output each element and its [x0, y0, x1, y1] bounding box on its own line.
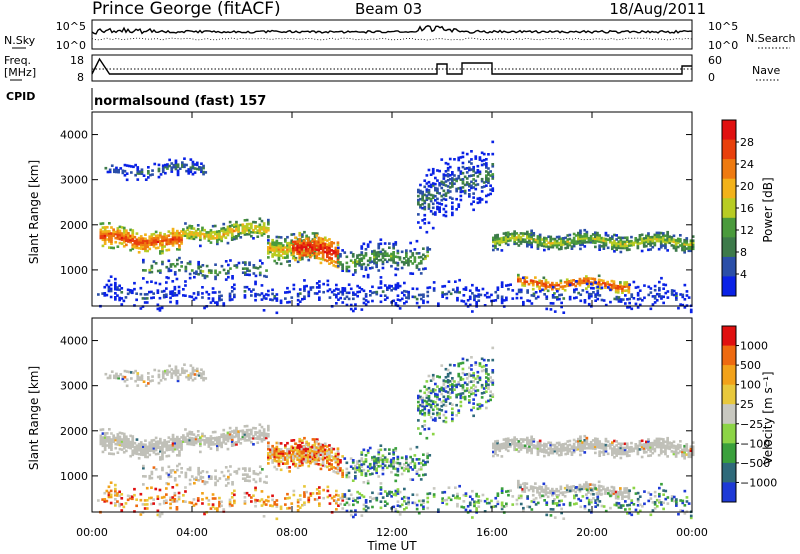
colorbar-swatch — [722, 443, 736, 464]
x-tick-label: 20:00 — [576, 526, 608, 539]
power-colorbar: 28 24 20 16 12 8 4 — [721, 119, 754, 297]
colorbar-tick-label: −25 — [740, 418, 763, 431]
colorbar-tick-label: 4 — [740, 268, 747, 281]
colorbar-tick-label: 16 — [740, 202, 754, 215]
colorbar-swatch — [722, 326, 736, 347]
nsearch-label: N.Search — [746, 32, 796, 45]
colorbar-swatch — [722, 217, 736, 238]
y-tick-label: 2000 — [60, 425, 88, 438]
x-tick-label: 04:00 — [176, 526, 208, 539]
colorbar-swatch — [722, 462, 736, 483]
freq-unit: [MHz] — [4, 66, 36, 79]
colorbar-tick-label: 12 — [740, 224, 754, 237]
colorbar-swatch — [722, 178, 736, 199]
colorbar-swatch — [722, 482, 736, 503]
colorbar-swatch — [722, 276, 736, 297]
colorbar-tick-label: 500 — [740, 359, 761, 372]
colorbar-swatch — [722, 237, 736, 258]
x-tick-label: 16:00 — [476, 526, 508, 539]
y-tick-label: 3000 — [60, 174, 88, 187]
colorbar-frame — [721, 325, 737, 503]
freq-tick-bottom: 8 — [77, 71, 84, 84]
nsky-trace — [91, 25, 693, 35]
colorbar-tick-label: 24 — [740, 158, 754, 171]
colorbar-swatch — [722, 404, 736, 425]
velocity-panel-frame — [91, 317, 693, 513]
nave-label: Nave — [752, 64, 780, 77]
nave-tick-top: 60 — [708, 54, 722, 67]
freq-trace — [91, 57, 692, 75]
nsky-tick-top: 10^5 — [56, 20, 86, 33]
colorbar-swatch — [722, 423, 736, 444]
nsky-label: N.Sky — [4, 34, 36, 47]
freq-frame — [91, 54, 693, 82]
cpid-label: CPID — [6, 90, 35, 103]
power-colorbar-label: Power [dB] — [761, 177, 775, 242]
x-axis-ticks: 00:00 04:00 08:00 12:00 16:00 20:00 00:00 — [76, 112, 708, 539]
colorbar-tick-label: 20 — [740, 180, 754, 193]
x-tick-label: 08:00 — [276, 526, 308, 539]
nsearch-tick-bottom: 10^0 — [708, 39, 738, 52]
y-tick-label: 2000 — [60, 219, 88, 232]
colorbar-swatch — [722, 120, 736, 141]
y-tick-label: 1000 — [60, 264, 88, 277]
y-tick-label: 4000 — [60, 129, 88, 142]
power-ylabel: Slant Range [km] — [27, 160, 41, 264]
colorbar-tick-label: −500 — [740, 457, 770, 470]
x-tick-label: 00:00 — [76, 526, 108, 539]
velocity-colorbar-label: Velocity [m s⁻¹] — [761, 371, 775, 464]
station-title: Prince George (fitACF) — [92, 0, 281, 19]
nsearch-trace — [91, 37, 693, 41]
colorbar-tick-label: −100 — [740, 437, 770, 450]
colorbar-tick-label: 100 — [740, 379, 761, 392]
power-panel — [97, 140, 695, 315]
freq-tick-top: 18 — [70, 54, 84, 67]
colorbar-tick-label: 28 — [740, 136, 754, 149]
beam-title: Beam 03 — [355, 0, 422, 18]
x-tick-label: 00:00 — [676, 526, 708, 539]
freq-label: Freq. — [4, 54, 31, 67]
colorbar-swatch — [722, 256, 736, 277]
colorbar-tick-label: 25 — [740, 398, 754, 411]
colorbar-tick-label: 8 — [740, 246, 747, 259]
nsky-tick-bottom: 10^0 — [56, 39, 86, 52]
y-axis-ticks: 1000 2000 3000 4000 1000 2000 3000 4000 — [60, 129, 692, 483]
colorbar-swatch — [722, 198, 736, 219]
cpid-value: normalsound (fast) 157 — [94, 94, 266, 109]
y-tick-label: 1000 — [60, 470, 88, 483]
colorbar-swatch — [722, 139, 736, 160]
velocity-panel — [97, 346, 695, 521]
nsearch-tick-top: 10^5 — [708, 20, 738, 33]
velocity-colorbar: 1000 500 100 25 −25 −100 −500 −1000 — [721, 325, 777, 503]
y-tick-label: 4000 — [60, 335, 88, 348]
x-axis-label: Time UT — [366, 539, 417, 553]
nave-tick-bottom: 0 — [708, 71, 715, 84]
nsky-frame — [91, 19, 693, 50]
colorbar-swatch — [722, 384, 736, 405]
velocity-ylabel: Slant Range [km] — [27, 366, 41, 470]
y-tick-label: 3000 — [60, 380, 88, 393]
colorbar-tick-label: 1000 — [740, 340, 768, 353]
colorbar-swatch — [722, 159, 736, 180]
colorbar-swatch — [722, 345, 736, 366]
colorbar-swatch — [722, 365, 736, 386]
x-tick-label: 12:00 — [376, 526, 408, 539]
power-panel-frame — [91, 111, 693, 307]
date-title: 18/Aug/2011 — [609, 0, 706, 18]
colorbar-tick-label: −1000 — [740, 476, 777, 489]
